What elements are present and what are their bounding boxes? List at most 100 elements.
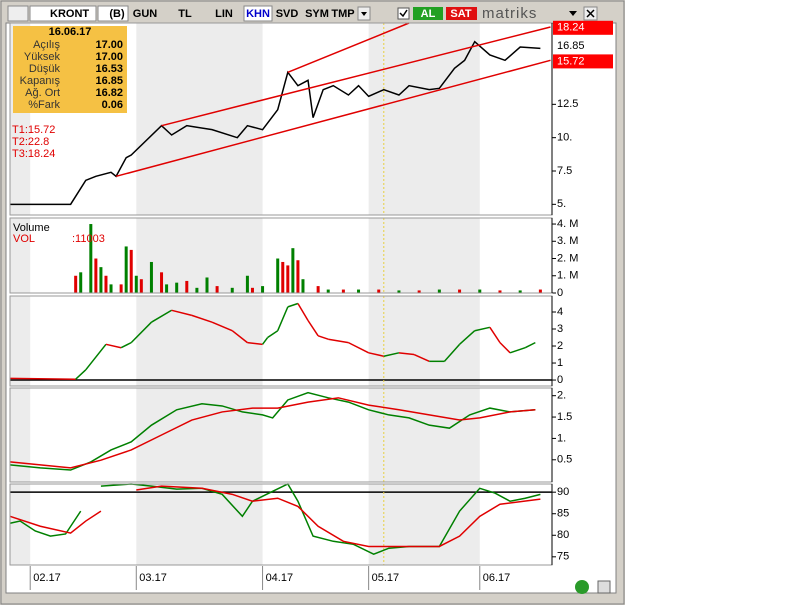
button[interactable]: TMP — [331, 8, 354, 20]
volume-bar — [195, 287, 199, 293]
sell-button[interactable] — [446, 7, 477, 20]
target-label: T1:15.72 — [12, 124, 55, 136]
month-shade — [10, 218, 31, 293]
series-segment — [398, 352, 415, 356]
volume-bar — [245, 275, 249, 293]
volume-bar — [205, 277, 209, 293]
series-segment — [75, 369, 87, 380]
volume-bar — [458, 289, 462, 293]
button[interactable]: KHN — [246, 8, 270, 20]
month-shade — [136, 484, 263, 565]
y-tick-label: 1 — [557, 357, 563, 369]
info-label: %Fark — [28, 99, 60, 111]
series-segment — [287, 302, 299, 308]
sound-icon[interactable] — [597, 580, 611, 594]
series-line — [9, 391, 536, 471]
price-tag — [553, 54, 613, 69]
volume-bar — [175, 282, 179, 293]
y-tick-label: 90 — [557, 486, 569, 498]
series-segment — [267, 330, 279, 339]
series-segment — [317, 335, 329, 340]
month-shade — [368, 388, 480, 482]
button-bg[interactable] — [97, 5, 129, 22]
close-x — [586, 9, 595, 18]
x-tick-label: 04.17 — [266, 572, 294, 584]
volume-bar — [94, 258, 98, 293]
series-segment — [489, 326, 501, 344]
price-tag — [553, 39, 613, 54]
panel-title: Volume — [13, 222, 50, 234]
y-tick-label: 4. M — [557, 218, 578, 230]
button[interactable]: LIN — [215, 8, 233, 20]
series-segment — [261, 337, 269, 345]
checkbox[interactable] — [397, 7, 410, 20]
check — [399, 9, 408, 18]
y-tick-label: 0 — [557, 287, 563, 299]
series-segment — [211, 321, 233, 332]
y-tick-label: 0.5 — [557, 454, 572, 466]
target-label: T3:18.24 — [12, 148, 55, 160]
bottom-icons — [575, 580, 611, 594]
menu-icon[interactable] — [7, 5, 29, 22]
y-tick-label: 2. M — [557, 252, 578, 264]
button-bg[interactable] — [243, 5, 273, 22]
series-segment — [191, 314, 213, 323]
volume-bar — [276, 258, 280, 293]
refresh-icon[interactable] — [575, 580, 589, 594]
symbol-box[interactable] — [29, 5, 97, 22]
series-segment — [499, 342, 511, 354]
volume-bar — [160, 272, 164, 293]
series-segment — [348, 341, 369, 354]
series-segment — [524, 341, 536, 349]
trendline — [115, 59, 551, 178]
button[interactable]: GUN — [133, 8, 158, 20]
sell-label: SAT — [450, 8, 471, 20]
logo: matriks — [482, 5, 537, 22]
button[interactable]: SYM — [305, 8, 329, 20]
series-segment — [105, 343, 122, 349]
info-date: 16.06.17 — [49, 26, 92, 38]
series-segment — [231, 330, 248, 344]
y-tick-label: 0 — [557, 374, 563, 386]
y-tick-label: 1. — [557, 432, 566, 444]
button[interactable]: TL — [178, 8, 192, 20]
series-segment — [509, 347, 526, 354]
volume-bar — [109, 284, 113, 293]
x-tick-label: 02.17 — [33, 572, 61, 584]
volume-bar — [397, 290, 401, 293]
volume-bar — [99, 267, 103, 293]
info-value: 16.53 — [95, 63, 123, 75]
series-segment — [474, 326, 491, 332]
toolbar: KRONT (B) GUN TL LIN KHN SVD SYM TMP AL … — [7, 5, 598, 22]
series-segment — [413, 353, 430, 363]
price-tag-label: 16.85 — [557, 40, 585, 52]
series-segment — [368, 352, 384, 357]
volume-bar — [215, 286, 219, 293]
buy-button[interactable] — [413, 7, 443, 20]
series-line — [9, 510, 102, 534]
volume-bar — [417, 290, 421, 293]
volume-bar — [296, 260, 300, 293]
volume-bar — [498, 290, 502, 293]
volume-bar — [261, 286, 265, 293]
series-segment — [459, 330, 476, 345]
button[interactable]: (B) — [109, 8, 125, 20]
y-tick-label: 1.5 — [557, 411, 572, 423]
plots: 5. 7.5 10. 12.5 18.24 16.85 15.72 0 1. M 2. M 3. M… — [9, 20, 613, 590]
volume-bar — [538, 289, 542, 293]
volume-bar — [230, 287, 234, 293]
volume-bar — [165, 284, 169, 293]
info-value: 16.85 — [95, 75, 123, 87]
series-segment — [130, 321, 152, 344]
month-shade — [10, 484, 31, 565]
button[interactable]: SVD — [276, 8, 299, 20]
x-tick-label: 03.17 — [139, 572, 167, 584]
info-value: 17.00 — [95, 39, 123, 51]
x-tick-label: 05.17 — [372, 572, 400, 584]
logo-arrow[interactable] — [569, 11, 577, 16]
month-shade — [136, 296, 263, 386]
volume-bar — [357, 289, 361, 293]
trendline — [161, 26, 551, 127]
y-tick-label: 75 — [557, 551, 569, 563]
volume-bar — [437, 289, 441, 293]
